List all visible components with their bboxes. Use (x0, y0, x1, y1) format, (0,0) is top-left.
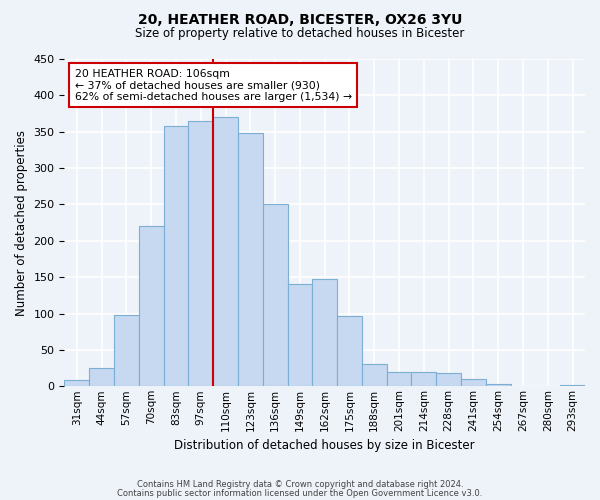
Bar (287, 284, 313, 386)
Bar (139, 226, 164, 386)
Bar (362, 364, 386, 386)
Bar (213, 117, 238, 386)
Bar (89, 368, 114, 386)
Bar (164, 126, 188, 386)
Bar (114, 315, 139, 386)
Text: 20, HEATHER ROAD, BICESTER, OX26 3YU: 20, HEATHER ROAD, BICESTER, OX26 3YU (138, 12, 462, 26)
Bar (337, 316, 362, 386)
Bar (188, 121, 213, 386)
Bar (461, 379, 486, 386)
Bar (263, 204, 287, 386)
Bar (238, 133, 263, 386)
Bar (560, 385, 585, 386)
Bar (436, 373, 461, 386)
Bar (486, 384, 511, 386)
Text: Contains HM Land Registry data © Crown copyright and database right 2024.: Contains HM Land Registry data © Crown c… (137, 480, 463, 489)
Bar (412, 372, 436, 386)
Y-axis label: Number of detached properties: Number of detached properties (15, 130, 28, 316)
Bar (64, 380, 89, 386)
Text: Contains public sector information licensed under the Open Government Licence v3: Contains public sector information licen… (118, 488, 482, 498)
Text: Size of property relative to detached houses in Bicester: Size of property relative to detached ho… (136, 28, 464, 40)
Bar (386, 372, 412, 386)
Bar (313, 278, 337, 386)
X-axis label: Distribution of detached houses by size in Bicester: Distribution of detached houses by size … (175, 440, 475, 452)
Text: 20 HEATHER ROAD: 106sqm
← 37% of detached houses are smaller (930)
62% of semi-d: 20 HEATHER ROAD: 106sqm ← 37% of detache… (75, 69, 352, 102)
